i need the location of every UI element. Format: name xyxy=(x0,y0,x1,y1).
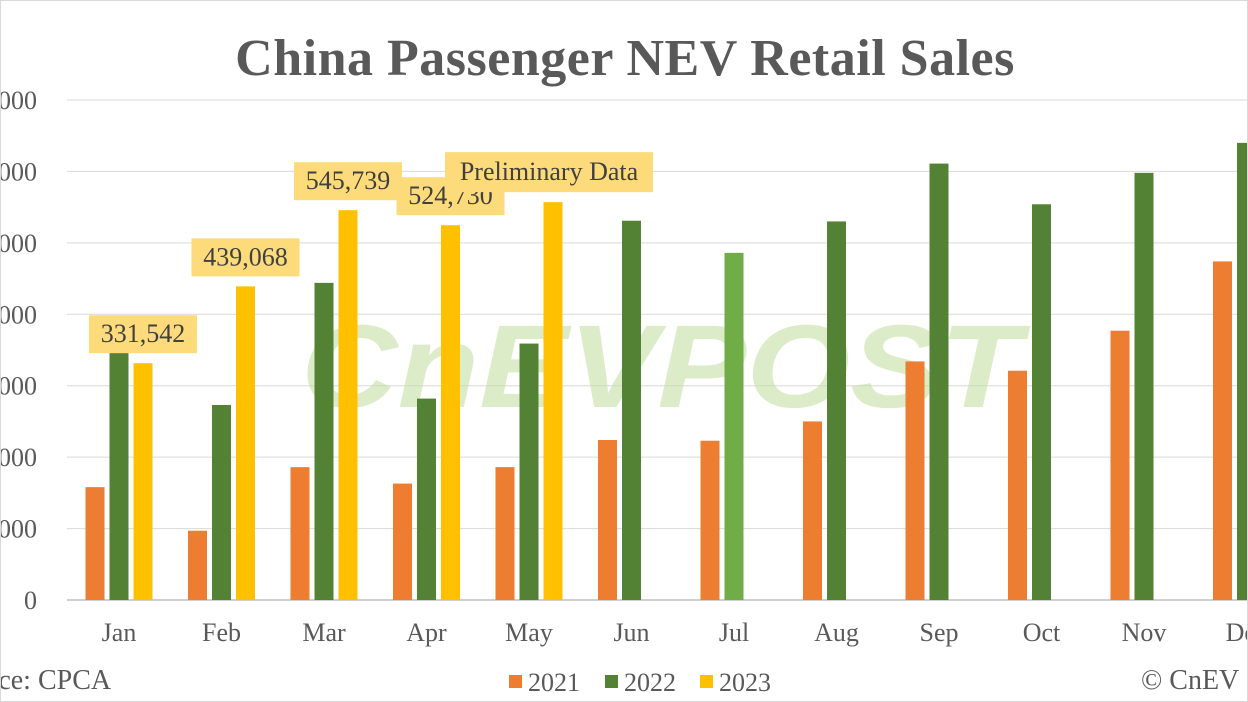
bar-2021-dec xyxy=(1213,261,1232,600)
legend-label: 2023 xyxy=(719,668,771,697)
y-tick-label: 000 xyxy=(1,443,37,472)
x-tick-label: Mar xyxy=(302,618,346,647)
x-tick-label: Oct xyxy=(1023,618,1061,647)
bar-2023-jan xyxy=(133,363,153,600)
bar-2021-may xyxy=(495,467,515,600)
bar-2022-nov xyxy=(1134,172,1154,600)
x-tick-label: Nov xyxy=(1122,618,1167,647)
bar-2022-aug xyxy=(827,221,846,600)
x-tick-label: Sep xyxy=(920,618,959,647)
bar-2022-oct xyxy=(1032,204,1051,601)
data-label-box xyxy=(89,315,197,354)
x-tick-label: Aug xyxy=(814,618,859,647)
x-tick-label: Jan xyxy=(102,618,137,647)
bar-2021-sep xyxy=(905,361,925,600)
bar-2023-may xyxy=(543,202,563,600)
x-tick-label: May xyxy=(505,618,553,647)
legend-label: 2022 xyxy=(624,668,676,697)
bar-2021-aug xyxy=(803,421,822,600)
chart-title: China Passenger NEV Retail Sales xyxy=(235,30,1015,87)
bar-2021-feb xyxy=(188,530,207,600)
data-label-box xyxy=(294,162,402,201)
y-tick-label: 000 xyxy=(1,86,37,115)
data-label-box xyxy=(191,238,300,277)
copyright-note: © CnEV xyxy=(1141,665,1240,696)
data-label: 545,739 xyxy=(306,166,391,195)
data-label: 331,542 xyxy=(101,319,186,348)
bar-2021-jul xyxy=(700,440,720,600)
x-tick-label: Feb xyxy=(202,618,241,647)
y-tick-label: 000 xyxy=(1,229,37,258)
y-tick-label: 000 xyxy=(1,515,37,544)
y-tick-label: 000 xyxy=(1,372,37,401)
bar-2021-jun xyxy=(598,440,617,600)
bar-2021-apr xyxy=(393,483,412,600)
y-tick-label: 0 xyxy=(24,586,37,615)
bar-2023-mar xyxy=(338,210,358,600)
bar-2022-sep xyxy=(929,163,949,601)
bar-2022-jul xyxy=(724,252,744,600)
bar-2023-feb xyxy=(236,286,255,600)
bar-2021-nov xyxy=(1110,330,1130,600)
legend-label: 2021 xyxy=(528,668,580,697)
x-tick-label: Jun xyxy=(613,618,649,647)
bar-2023-apr xyxy=(441,225,460,600)
bar-2022-dec xyxy=(1237,142,1247,600)
annotation-label: Preliminary Data xyxy=(460,157,639,186)
source-note: rce: CPCA xyxy=(0,665,112,696)
x-tick-label: Jul xyxy=(719,618,749,647)
bar-2022-mar xyxy=(314,282,334,600)
bar-2021-jan xyxy=(85,487,105,600)
bar-2022-apr xyxy=(417,398,436,600)
bar-2022-feb xyxy=(212,405,231,600)
bar-2022-jun xyxy=(622,220,641,600)
x-tick-label: Apr xyxy=(406,618,447,647)
bar-2022-may xyxy=(519,343,539,600)
bar-2022-jan xyxy=(109,352,129,600)
data-label: 439,068 xyxy=(203,242,288,271)
bar-2021-mar xyxy=(290,467,310,600)
legend-swatch-2021 xyxy=(509,675,522,688)
x-tick-label: Dec xyxy=(1226,618,1248,647)
legend-swatch-2022 xyxy=(605,675,618,688)
annotation-box xyxy=(445,152,653,193)
y-tick-label: 000 xyxy=(1,157,37,186)
y-tick-label: 000 xyxy=(1,300,37,329)
legend-swatch-2023 xyxy=(700,675,713,688)
bar-2021-oct xyxy=(1008,370,1027,600)
